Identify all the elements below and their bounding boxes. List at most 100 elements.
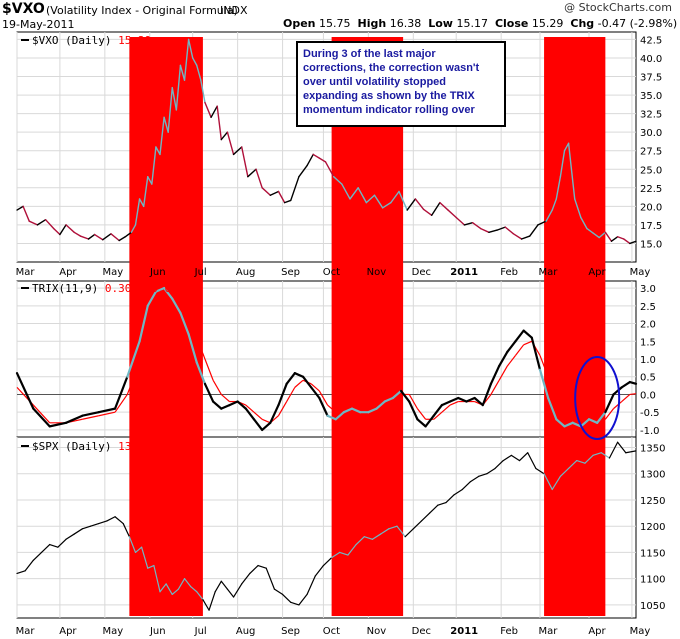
vxo-line-segment — [147, 175, 153, 185]
spx-line-segment — [165, 583, 173, 595]
vxo-line-segment — [191, 57, 198, 67]
spx-line-segment — [510, 454, 521, 462]
trix-line-segment — [318, 396, 329, 417]
spx-line-segment — [429, 504, 439, 514]
spx-line-segment — [196, 591, 204, 601]
signal-line-segment — [286, 387, 296, 402]
trix-line-segment — [285, 372, 296, 385]
trix-line-segment — [571, 421, 582, 428]
spx-line-segment — [49, 543, 59, 548]
vxo-line-segment — [110, 233, 120, 242]
trix-line-segment — [32, 407, 51, 428]
highlight-band-2 — [331, 37, 404, 616]
signal-line-segment — [547, 376, 557, 399]
spx-line-segment — [153, 564, 161, 593]
trix-line-segment — [408, 400, 419, 421]
vxo-line-segment — [623, 238, 631, 245]
vxo-x-tick-label: Mar — [539, 267, 559, 278]
vxo-line-segment — [183, 38, 190, 81]
signal-line-segment — [220, 394, 230, 402]
signal-line-segment — [32, 404, 51, 424]
spx-x-tick-label: May — [630, 626, 651, 637]
spx-x-tick-label: Apr — [59, 626, 77, 637]
spx-line-segment — [81, 525, 92, 530]
signal-line-segment — [604, 408, 615, 420]
vxo-line-segment — [480, 227, 490, 234]
trix-y-tick-label: 0.0 — [640, 390, 656, 401]
vxo-x-tick-label: Sep — [281, 267, 300, 278]
trix-line-segment — [212, 400, 223, 410]
spx-panel-frame — [16, 436, 637, 619]
vxo-x-tick-label: Jul — [194, 267, 207, 278]
vxo-line-segment — [290, 175, 300, 202]
vxo-line-segment — [312, 153, 321, 159]
spx-line-segment — [202, 599, 210, 611]
trix-line-segment — [301, 375, 313, 389]
trix-line-segment — [538, 368, 550, 400]
vxo-line-segment — [124, 231, 133, 238]
trix-line-segment — [367, 407, 378, 414]
spx-line-segment — [290, 601, 300, 606]
vxo-line-segment — [130, 224, 137, 234]
trix-line-segment — [146, 290, 158, 307]
vxo-line-segment — [79, 235, 90, 240]
vxo-y-tick-label: 25.0 — [640, 165, 662, 176]
signal-line-segment — [82, 415, 99, 420]
trix-line-segment — [236, 400, 247, 410]
spx-line-segment — [388, 525, 398, 530]
trix-line-segment — [334, 411, 345, 421]
vxo-line-segment — [555, 175, 562, 200]
vxo-line-segment — [463, 221, 474, 226]
signal-line-segment — [629, 393, 637, 396]
open-label: Open — [283, 17, 316, 30]
trix-line-segment — [596, 411, 607, 424]
vxo-line-segment — [471, 221, 482, 230]
spx-line-segment — [171, 588, 179, 595]
spx-line-segment — [412, 520, 423, 530]
spx-y-tick-label: 1200 — [640, 522, 665, 533]
trix-line-segment — [547, 396, 558, 421]
vxo-line-segment — [220, 131, 229, 141]
spx-line-segment — [445, 494, 455, 504]
trix-line-segment — [481, 382, 493, 407]
spx-line-segment — [226, 588, 235, 598]
signal-line-segment — [498, 365, 508, 381]
signal-line-segment — [384, 400, 394, 406]
vxo-line-segment — [373, 194, 384, 209]
vxo-y-tick-label: 22.5 — [640, 184, 662, 195]
vxo-line-segment — [381, 201, 392, 209]
low-value: 15.17 — [456, 17, 488, 30]
spx-line-segment — [527, 452, 537, 470]
trix-line-segment — [187, 333, 198, 364]
vxo-line-segment — [318, 157, 327, 163]
vxo-line-segment — [175, 64, 182, 111]
trix-y-tick-label: 3.0 — [640, 284, 656, 295]
signal-line-segment — [253, 411, 263, 420]
trix-line-segment — [489, 364, 501, 385]
spx-line-segment — [241, 572, 251, 585]
trix-line-segment — [48, 421, 68, 428]
vxo-line-segment — [488, 229, 498, 234]
vxo-line-segment — [65, 224, 75, 234]
spx-line-segment — [183, 578, 192, 588]
signal-line-segment — [392, 394, 402, 402]
spx-line-segment — [257, 564, 267, 569]
vxo-line-segment — [574, 198, 582, 219]
spx-line-segment — [494, 460, 504, 470]
vxo-line-segment — [163, 116, 169, 133]
trix-line-segment — [162, 286, 174, 300]
vxo-line-segment — [200, 79, 206, 104]
vxo-x-tick-label: Apr — [59, 267, 77, 278]
vxo-line-segment — [269, 190, 280, 196]
spx-x-tick-label: Jul — [194, 626, 207, 637]
chg-label: Chg — [570, 17, 595, 30]
spx-line-segment — [273, 588, 284, 595]
vxo-line-segment — [431, 201, 441, 216]
vxo-line-segment — [167, 86, 173, 133]
spx-legend: $SPX (Daily) 1343.60 — [21, 440, 164, 453]
signal-line-segment — [188, 316, 198, 338]
vxo-line-segment — [53, 227, 61, 236]
highlight-band-3 — [544, 37, 606, 616]
spx-line-segment — [32, 551, 43, 561]
spx-line-segment — [24, 559, 34, 572]
